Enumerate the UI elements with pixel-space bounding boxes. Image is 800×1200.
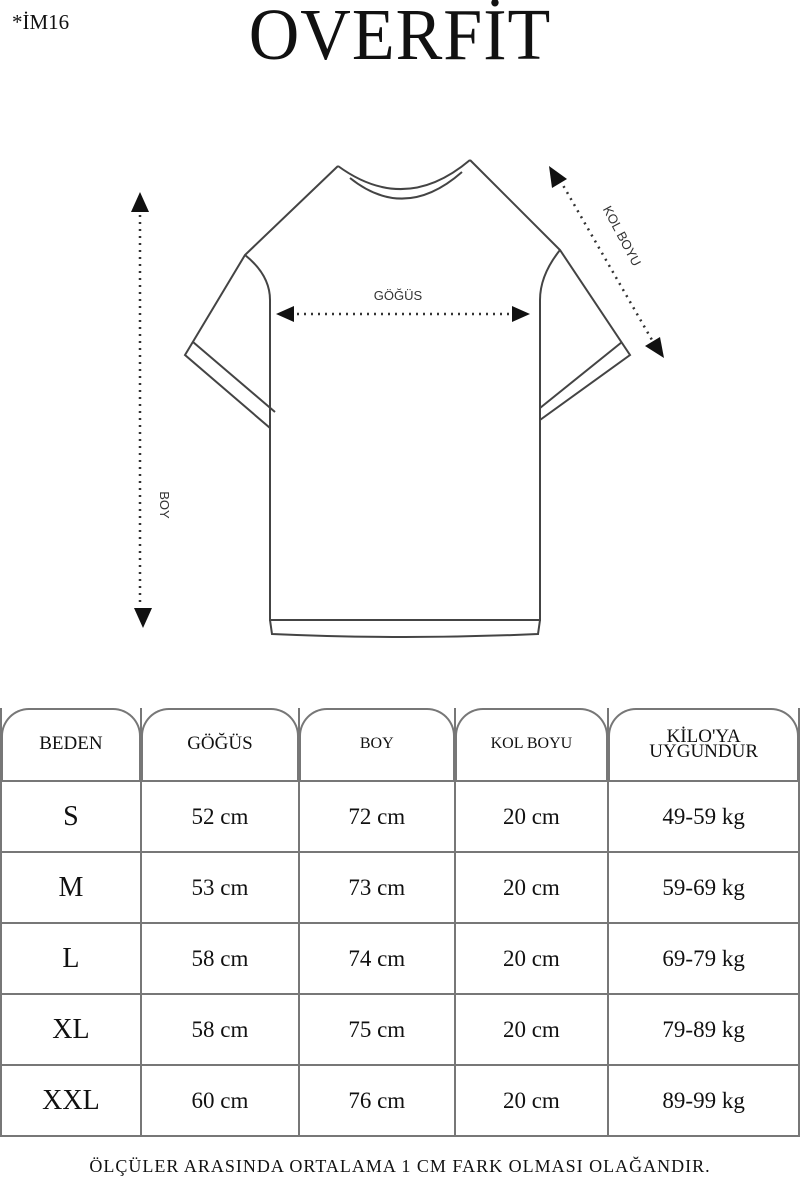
cell-weight: 79-89 kg: [607, 993, 800, 1066]
table-row: S 52 cm 72 cm 20 cm 49-59 kg: [0, 780, 800, 853]
cell-size: L: [0, 922, 142, 995]
cell-weight: 89-99 kg: [607, 1064, 800, 1137]
cell-size: S: [0, 780, 142, 853]
length-measure-arrow: [131, 192, 152, 628]
cell-size: XL: [0, 993, 142, 1066]
table-row: M 53 cm 73 cm 20 cm 59-69 kg: [0, 851, 800, 924]
cell-length: 75 cm: [298, 993, 456, 1066]
table-row: L 58 cm 74 cm 20 cm 69-79 kg: [0, 922, 800, 995]
cell-chest: 58 cm: [139, 922, 301, 995]
cell-weight: 49-59 kg: [607, 780, 800, 853]
cell-sleeve: 20 cm: [453, 922, 610, 995]
cell-length: 72 cm: [298, 780, 456, 853]
footer-note: ÖLÇÜLER ARASINDA ORTALAMA 1 CM FARK OLMA…: [89, 1156, 711, 1176]
cell-length: 73 cm: [298, 851, 456, 924]
cell-weight: 59-69 kg: [607, 851, 800, 924]
header-chest: GÖĞÜS: [187, 733, 253, 754]
cell-sleeve: 20 cm: [453, 993, 610, 1066]
cell-sleeve: 20 cm: [453, 1064, 610, 1137]
tshirt-outline: [183, 159, 632, 638]
cell-size: M: [0, 851, 142, 924]
table-row: XXL 60 cm 76 cm 20 cm 89-99 kg: [0, 1064, 800, 1137]
tshirt-diagram: GÖĞÜS BOY KOL BOYU: [131, 159, 664, 638]
size-table: BEDEN GÖĞÜS BOY KOL BOYU KİLO'YA UYGUNDU…: [0, 708, 800, 1137]
sleeve-measure-arrow: [549, 166, 664, 358]
product-code: *İM16: [12, 10, 70, 34]
table-header-row: BEDEN GÖĞÜS BOY KOL BOYU KİLO'YA UYGUNDU…: [0, 708, 800, 782]
cell-chest: 60 cm: [139, 1064, 301, 1137]
cell-chest: 53 cm: [139, 851, 301, 924]
header-length: BOY: [359, 735, 394, 752]
cell-length: 74 cm: [298, 922, 456, 995]
length-label: BOY: [157, 491, 172, 519]
cell-weight: 69-79 kg: [607, 922, 800, 995]
cell-sleeve: 20 cm: [453, 780, 610, 853]
cell-length: 76 cm: [298, 1064, 456, 1137]
cell-chest: 58 cm: [139, 993, 301, 1066]
chest-measure-arrow: [276, 306, 530, 322]
chest-label: GÖĞÜS: [374, 288, 423, 303]
table-row: XL 58 cm 75 cm 20 cm 79-89 kg: [0, 993, 800, 1066]
header-sleeve: KOL BOYU: [490, 735, 573, 752]
cell-chest: 52 cm: [139, 780, 301, 853]
header-weight: KİLO'YA UYGUNDUR: [649, 726, 759, 762]
page-title: OVERFİT: [248, 0, 552, 76]
header-size: BEDEN: [39, 733, 103, 754]
cell-sleeve: 20 cm: [453, 851, 610, 924]
cell-size: XXL: [0, 1064, 142, 1137]
